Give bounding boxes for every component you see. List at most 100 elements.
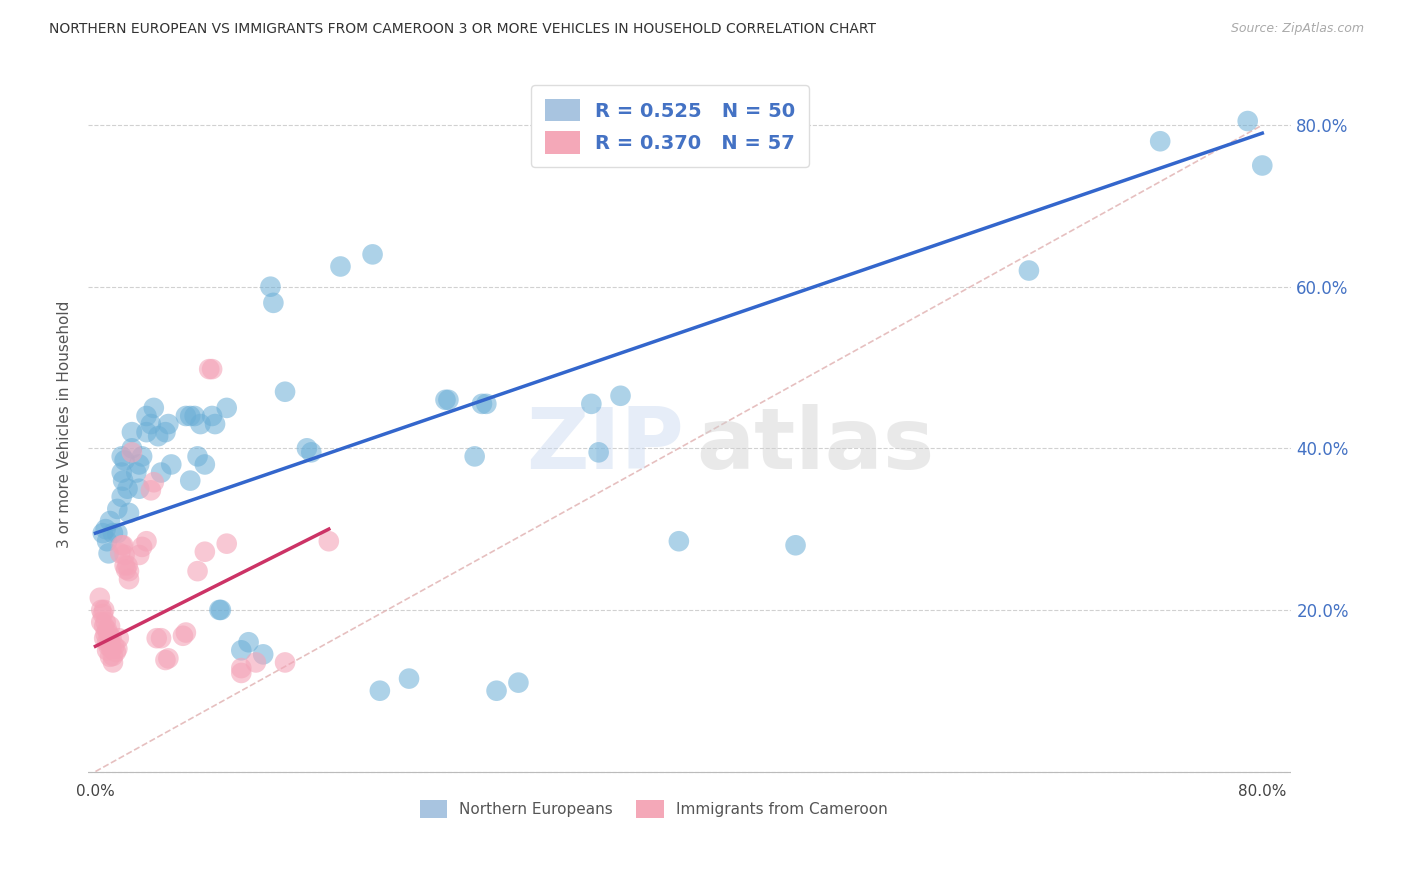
Point xyxy=(94,522,117,536)
Point xyxy=(157,651,180,665)
Point xyxy=(121,425,143,439)
Point xyxy=(121,442,143,456)
Point xyxy=(128,482,150,496)
Point xyxy=(121,445,143,459)
Point xyxy=(107,631,129,645)
Point xyxy=(201,362,224,376)
Point xyxy=(100,631,122,645)
Point xyxy=(111,490,134,504)
Point xyxy=(464,450,486,464)
Point xyxy=(97,627,120,641)
Point xyxy=(172,629,194,643)
Point xyxy=(100,641,122,656)
Text: NORTHERN EUROPEAN VS IMMIGRANTS FROM CAMEROON 3 OR MORE VEHICLES IN HOUSEHOLD CO: NORTHERN EUROPEAN VS IMMIGRANTS FROM CAM… xyxy=(49,22,876,37)
Point xyxy=(98,514,121,528)
Point xyxy=(209,603,232,617)
Text: atlas: atlas xyxy=(696,404,934,487)
Point xyxy=(145,631,167,645)
Point xyxy=(117,482,139,496)
Point xyxy=(1236,114,1258,128)
Point xyxy=(117,558,139,573)
Point xyxy=(437,392,460,407)
Point xyxy=(111,538,134,552)
Point xyxy=(150,631,173,645)
Y-axis label: 3 or more Vehicles in Household: 3 or more Vehicles in Household xyxy=(58,301,72,548)
Point xyxy=(118,564,141,578)
Point xyxy=(668,534,690,549)
Point xyxy=(111,450,134,464)
Point xyxy=(155,653,177,667)
Point xyxy=(204,417,226,431)
Point xyxy=(785,538,807,552)
Point xyxy=(96,635,118,649)
Point xyxy=(485,683,508,698)
Point xyxy=(93,603,115,617)
Point xyxy=(96,623,118,637)
Point xyxy=(215,401,238,415)
Point xyxy=(118,572,141,586)
Point xyxy=(259,279,281,293)
Point xyxy=(274,656,297,670)
Point xyxy=(93,619,115,633)
Point xyxy=(155,425,177,439)
Point xyxy=(98,649,121,664)
Point xyxy=(112,538,135,552)
Point xyxy=(125,466,148,480)
Point xyxy=(318,534,340,549)
Point xyxy=(471,397,494,411)
Point xyxy=(299,445,322,459)
Point xyxy=(98,619,121,633)
Point xyxy=(215,536,238,550)
Point xyxy=(90,603,112,617)
Point xyxy=(128,458,150,472)
Point xyxy=(231,643,253,657)
Point xyxy=(361,247,384,261)
Point xyxy=(142,475,165,490)
Point xyxy=(101,526,124,541)
Point xyxy=(135,409,157,423)
Point xyxy=(160,458,183,472)
Point xyxy=(179,409,201,423)
Point xyxy=(135,425,157,439)
Point xyxy=(174,409,197,423)
Point xyxy=(110,546,132,560)
Point xyxy=(96,534,118,549)
Point xyxy=(114,558,136,573)
Point xyxy=(398,672,420,686)
Point xyxy=(434,392,457,407)
Point xyxy=(231,665,253,680)
Point xyxy=(508,675,530,690)
Point xyxy=(115,562,138,576)
Point xyxy=(89,591,111,605)
Point xyxy=(98,635,121,649)
Point xyxy=(131,540,153,554)
Point xyxy=(139,417,162,431)
Point xyxy=(208,603,231,617)
Point xyxy=(329,260,352,274)
Point xyxy=(105,526,128,541)
Point xyxy=(1018,263,1040,277)
Point xyxy=(94,615,117,629)
Point xyxy=(97,546,120,560)
Point xyxy=(139,483,162,498)
Point xyxy=(201,409,224,423)
Point xyxy=(609,389,631,403)
Point xyxy=(101,648,124,663)
Text: ZIP: ZIP xyxy=(526,404,683,487)
Point xyxy=(101,656,124,670)
Point xyxy=(581,397,603,411)
Point xyxy=(135,534,157,549)
Point xyxy=(198,362,221,376)
Point xyxy=(157,417,180,431)
Point xyxy=(128,548,150,562)
Point xyxy=(142,401,165,415)
Point xyxy=(94,627,117,641)
Point xyxy=(97,640,120,654)
Point xyxy=(114,548,136,562)
Point xyxy=(183,409,205,423)
Point xyxy=(118,506,141,520)
Point xyxy=(103,640,125,654)
Point xyxy=(93,631,115,645)
Point xyxy=(146,429,169,443)
Point xyxy=(105,502,128,516)
